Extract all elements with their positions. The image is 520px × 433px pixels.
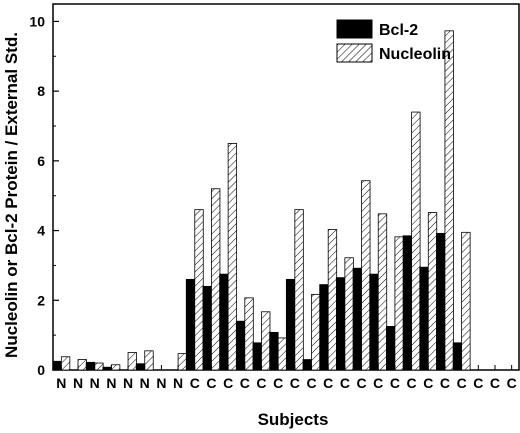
y-tick-label: 0	[37, 362, 45, 378]
bar-bcl2	[185, 278, 196, 371]
bar-nucleolin	[461, 231, 471, 371]
x-tick-label: C	[356, 375, 366, 391]
bar-nucleolin	[411, 111, 421, 371]
bar-nucleolin	[427, 212, 438, 371]
x-tick-label: N	[140, 375, 150, 391]
x-tick-label: C	[290, 375, 300, 391]
x-tick-label: C	[306, 375, 316, 391]
bar-bcl2	[402, 235, 412, 371]
x-tick-label: C	[190, 375, 200, 391]
bar-nucleolin	[294, 209, 304, 371]
bar-nucleolin	[277, 337, 288, 371]
bar-bcl2	[252, 342, 262, 371]
x-tick-label: C	[423, 375, 433, 391]
bar-nucleolin	[311, 293, 321, 371]
y-tick-label: 4	[37, 223, 45, 239]
legend-label-nucleolin: Nucleolin	[379, 46, 451, 63]
x-tick-label: C	[323, 375, 333, 391]
bar-nucleolin	[394, 236, 404, 371]
bar-bcl2	[452, 342, 463, 371]
bar-bcl2	[319, 284, 329, 371]
x-tick-label: C	[473, 375, 483, 391]
x-tick-label: N	[123, 375, 133, 391]
x-tick-label: C	[490, 375, 500, 391]
bar-bcl2	[85, 361, 96, 371]
x-tick-label: C	[206, 375, 216, 391]
x-tick-label: C	[273, 375, 283, 391]
bar-nucleolin	[211, 188, 221, 371]
x-tick-label: C	[440, 375, 450, 391]
x-tick-label: N	[106, 375, 116, 391]
x-tick-label: C	[223, 375, 233, 391]
x-tick-label: C	[240, 375, 250, 391]
y-tick-label: 2	[37, 292, 45, 308]
x-tick-label: C	[407, 375, 417, 391]
legend-swatch-bcl2	[336, 19, 373, 39]
bar-nucleolin	[361, 180, 371, 371]
x-tick-label: N	[56, 375, 66, 391]
bar-bcl2	[52, 360, 62, 371]
x-tick-label: C	[373, 375, 383, 391]
bars-group	[52, 30, 471, 371]
bar-nucleolin	[144, 350, 154, 371]
bar-bcl2	[219, 273, 229, 371]
bar-nucleolin	[227, 143, 238, 371]
x-tick-label: N	[73, 375, 83, 391]
bar-bcl2	[335, 277, 346, 371]
bar-nucleolin	[327, 229, 338, 371]
bar-nucleolin	[94, 362, 104, 371]
bar-bcl2	[352, 267, 362, 371]
y-axis-title: Nucleolin or Bcl-2 Protein / External St…	[2, 32, 21, 358]
bar-bcl2	[285, 278, 296, 371]
bar-bcl2	[369, 273, 379, 371]
bar-nucleolin	[344, 257, 354, 371]
x-tick-label: C	[457, 375, 467, 391]
legend-label-bcl2: Bcl-2	[379, 22, 418, 39]
x-tick-label: C	[256, 375, 266, 391]
bar-nucleolin	[261, 311, 271, 371]
bar-bcl2	[269, 331, 279, 371]
y-tick-label: 10	[29, 13, 45, 29]
bar-nucleolin	[110, 364, 121, 371]
x-tick-label: N	[156, 375, 166, 391]
x-tick-label: C	[507, 375, 517, 391]
x-tick-label: N	[173, 375, 183, 391]
bar-bcl2	[102, 366, 112, 371]
bar-bcl2	[135, 363, 146, 371]
x-tick-label: C	[340, 375, 350, 391]
bar-bcl2	[436, 232, 446, 371]
x-tick-label: N	[90, 375, 100, 391]
bar-nucleolin	[244, 297, 254, 371]
x-axis-title: Subjects	[258, 410, 329, 429]
bar-nucleolin	[60, 356, 71, 371]
bar-nucleolin	[444, 30, 454, 371]
bar-bcl2	[419, 266, 429, 371]
y-tick-label: 6	[37, 153, 45, 169]
legend-swatch-nucleolin	[336, 43, 373, 63]
bar-bcl2	[235, 320, 246, 371]
bar-nucleolin	[377, 213, 388, 371]
bar-bcl2	[202, 285, 212, 371]
legend: Bcl-2 Nucleolin	[336, 19, 451, 63]
bar-bcl2	[386, 326, 396, 371]
x-tick-label: C	[390, 375, 400, 391]
bar-nucleolin	[127, 352, 137, 371]
y-tick-label: 8	[37, 83, 45, 99]
bar-nucleolin	[177, 353, 187, 371]
bar-nucleolin	[77, 359, 87, 371]
bar-bcl2	[302, 359, 312, 371]
bar-nucleolin	[194, 209, 204, 371]
